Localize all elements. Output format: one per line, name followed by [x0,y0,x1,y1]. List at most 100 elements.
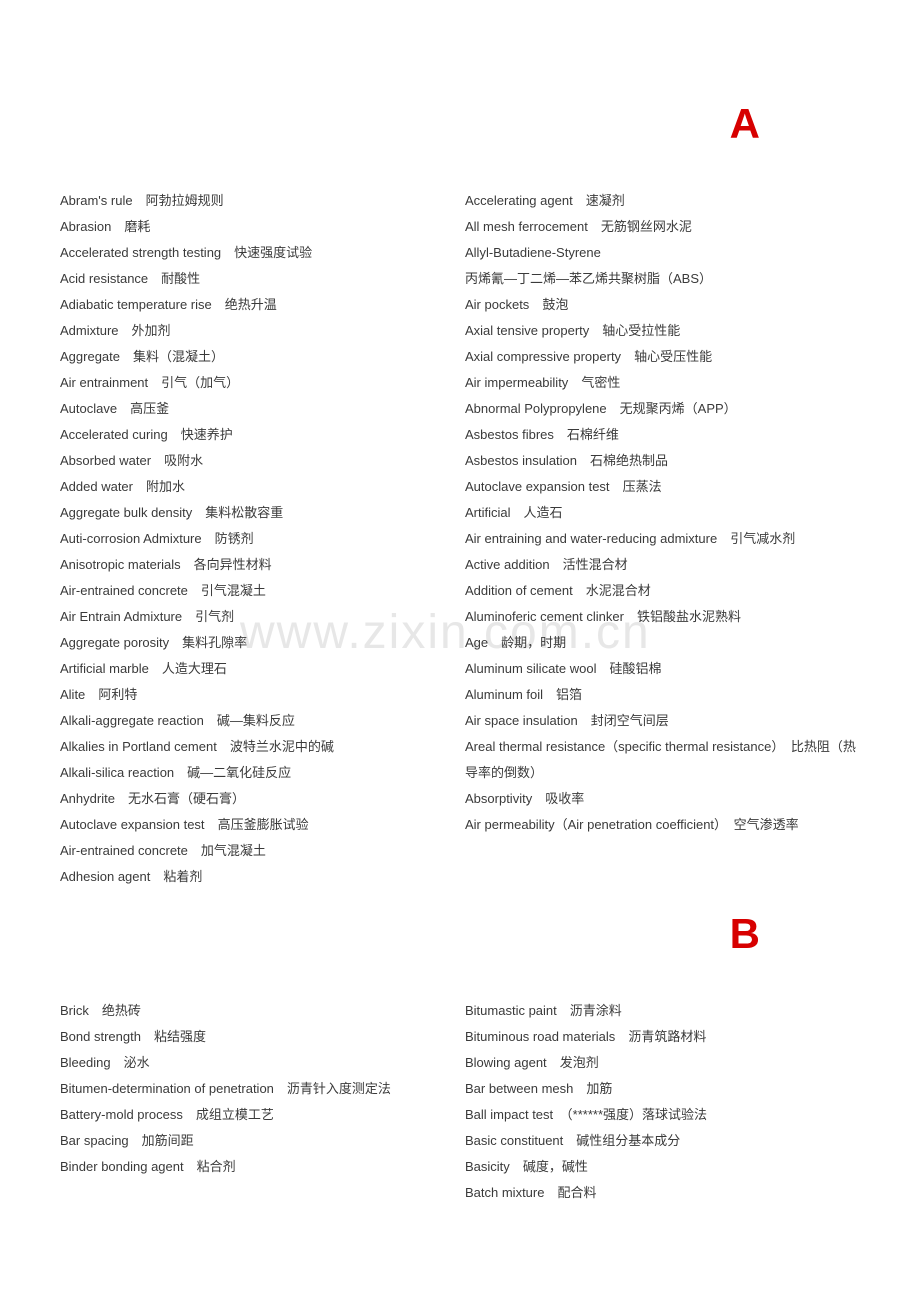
term-zh: 引气混凝土 [201,583,266,598]
glossary-entry: Age 龄期，时期 [465,630,860,656]
term-en: Acid resistance [60,271,148,286]
term-zh: 铝箔 [556,687,582,702]
term-zh: 人造大理石 [162,661,227,676]
term-zh: 硅酸铝棉 [610,661,662,676]
term-en: All mesh ferrocement [465,219,588,234]
term-zh: 附加水 [146,479,185,494]
term-en: Air entrainment [60,375,148,390]
term-zh: 波特兰水泥中的碱 [230,739,334,754]
term-en: Blowing agent [465,1055,547,1070]
term-zh: 轴心受拉性能 [602,323,680,338]
term-en: Abram's rule [60,193,133,208]
term-en: Autoclave expansion test [60,817,205,832]
term-en: Bar spacing [60,1133,129,1148]
term-en: Adiabatic temperature rise [60,297,212,312]
term-zh: 铁铝酸盐水泥熟料 [637,609,741,624]
glossary-entry: Active addition 活性混合材 [465,552,860,578]
term-en: Allyl-Butadiene-Styrene [465,245,601,260]
term-en: Bar between mesh [465,1081,573,1096]
term-en: Accelerating agent [465,193,573,208]
term-en: Aggregate [60,349,120,364]
term-en: Anisotropic materials [60,557,181,572]
glossary-entry: Alkalies in Portland cement 波特兰水泥中的碱 [60,734,455,760]
term-zh: 引气（加气） [161,375,239,390]
glossary-entry: Auti-corrosion Admixture 防锈剂 [60,526,455,552]
glossary-entry: Absorptivity 吸收率 [465,786,860,812]
glossary-entry: Air space insulation 封闭空气间层 [465,708,860,734]
glossary-entry: Air permeability（Air penetration coeffic… [465,812,860,838]
term-en: Asbestos fibres [465,427,554,442]
term-en: Air Entrain Admixture [60,609,182,624]
term-zh: 磨耗 [124,219,150,234]
glossary-entry: Air pockets 鼓泡 [465,292,860,318]
term-zh: 轴心受压性能 [634,349,712,364]
term-zh: 高压釜 [130,401,169,416]
glossary-entry: Bar between mesh 加筋 [465,1076,860,1102]
section-a-columns: Abram's rule 阿勃拉姆规则Abrasion 磨耗Accelerate… [60,188,860,890]
term-zh: 耐酸性 [161,271,200,286]
term-en: Air impermeability [465,375,568,390]
term-en: Bituminous road materials [465,1029,615,1044]
term-en: Admixture [60,323,119,338]
glossary-entry: Autoclave expansion test 压蒸法 [465,474,860,500]
term-zh: 气密性 [581,375,620,390]
term-en: Absorbed water [60,453,151,468]
term-zh: 沥青筑路材料 [628,1029,706,1044]
glossary-entry: Brick 绝热砖 [60,998,455,1024]
term-zh: 外加剂 [132,323,171,338]
glossary-entry: Aggregate 集料（混凝土） [60,344,455,370]
term-en: Aggregate bulk density [60,505,192,520]
term-en: Anhydrite [60,791,115,806]
term-en: Aluminum foil [465,687,543,702]
glossary-entry: Asbestos fibres 石棉纤维 [465,422,860,448]
term-zh: 加气混凝土 [201,843,266,858]
glossary-entry: Bitumastic paint 沥青涂料 [465,998,860,1024]
glossary-entry: Adiabatic temperature rise 绝热升温 [60,292,455,318]
term-zh: 碱性组分基本成分 [576,1133,680,1148]
glossary-entry: Absorbed water 吸附水 [60,448,455,474]
glossary-entry: Artificial marble 人造大理石 [60,656,455,682]
glossary-entry: Autoclave expansion test 高压釜膨胀试验 [60,812,455,838]
glossary-entry: Air-entrained concrete 引气混凝土 [60,578,455,604]
term-en: Axial compressive property [465,349,621,364]
term-en: Bond strength [60,1029,141,1044]
term-en: Aluminum silicate wool [465,661,597,676]
term-en: Auti-corrosion Admixture [60,531,202,546]
glossary-entry: All mesh ferrocement 无筋钢丝网水泥 [465,214,860,240]
term-en: Accelerated curing [60,427,168,442]
term-zh: 空气渗透率 [734,817,799,832]
term-en: Artificial [465,505,511,520]
term-en: Basicity [465,1159,510,1174]
term-zh: 无规聚丙烯（APP） [620,401,737,416]
term-en: Age [465,635,488,650]
glossary-entry: Ball impact test （******强度）落球试验法 [465,1102,860,1128]
term-zh: 速凝剂 [586,193,625,208]
term-en: Aluminoferic cement clinker [465,609,624,624]
glossary-entry: Aluminum silicate wool 硅酸铝棉 [465,656,860,682]
term-en: Batch mixture [465,1185,544,1200]
glossary-entry: Axial compressive property 轴心受压性能 [465,344,860,370]
glossary-entry: Alkali-silica reaction 碱—二氧化硅反应 [60,760,455,786]
glossary-entry: Adhesion agent 粘着剂 [60,864,455,890]
term-zh: 无水石膏（硬石膏） [128,791,245,806]
term-en: Asbestos insulation [465,453,577,468]
term-zh: 高压釜膨胀试验 [218,817,309,832]
term-en: Air-entrained concrete [60,843,188,858]
section-letter-b: B [60,910,860,958]
glossary-entry: Artificial 人造石 [465,500,860,526]
term-zh: 泌水 [124,1055,150,1070]
term-zh: 水泥混合材 [586,583,651,598]
glossary-entry: Air impermeability 气密性 [465,370,860,396]
term-en: Artificial marble [60,661,149,676]
section-b-col-2: Bitumastic paint 沥青涂料 Bituminous road mat… [465,998,860,1206]
term-zh: 快速养护 [181,427,233,442]
term-en: Abrasion [60,219,111,234]
glossary-entry: Addition of cement 水泥混合材 [465,578,860,604]
term-en: Air space insulation [465,713,578,728]
term-en: Alkalies in Portland cement [60,739,217,754]
term-zh: 鼓泡 [542,297,568,312]
term-zh: 加筋间距 [142,1133,194,1148]
term-en: Air entraining and water-reducing admixt… [465,531,717,546]
term-en: Adhesion agent [60,869,150,884]
term-zh: 无筋钢丝网水泥 [601,219,692,234]
